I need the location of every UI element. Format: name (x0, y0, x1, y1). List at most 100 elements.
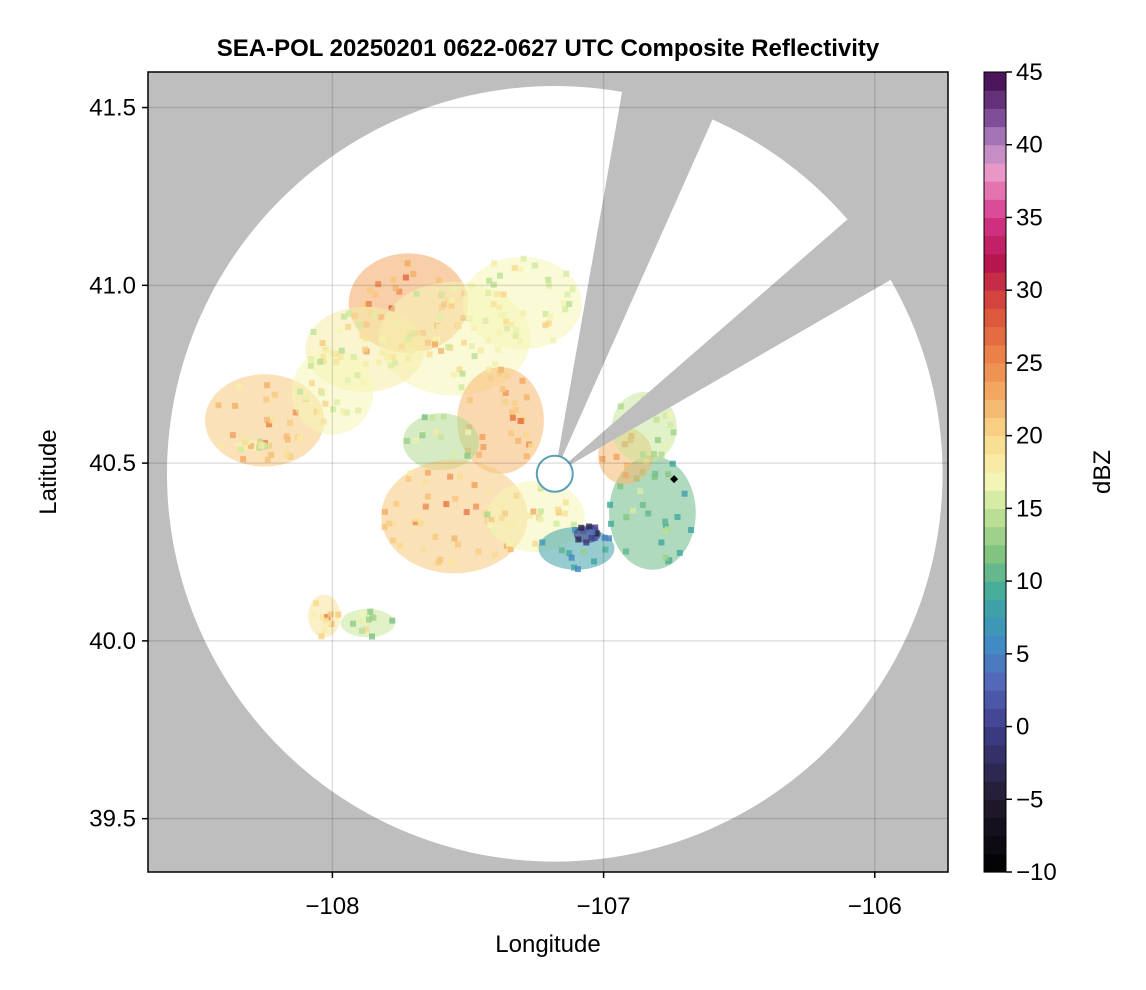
colorbar-band (984, 199, 1006, 219)
echo-pixel (359, 332, 366, 339)
echo-pixel (528, 443, 535, 450)
echo-pixel (545, 276, 552, 283)
echo-pixel (321, 626, 328, 633)
echo-pixel (530, 508, 537, 515)
colorbar-band (984, 781, 1006, 800)
echo-pixel (503, 318, 510, 325)
echo-pixel (338, 347, 345, 354)
echo-pixel (502, 390, 509, 396)
echo-pixel (268, 417, 275, 424)
echo-pixel (414, 350, 421, 357)
echo-pixel (589, 529, 596, 536)
echo-pixel (575, 536, 582, 543)
echo-pixel (264, 443, 271, 449)
echo-pixel (335, 611, 342, 618)
echo-pixel (237, 446, 244, 453)
echo-pixel (391, 359, 398, 366)
echo-pixel (537, 508, 544, 515)
echo-pixel (448, 297, 455, 304)
echo-pixel (623, 548, 629, 555)
echo-pixel (463, 509, 470, 516)
echo-pixel (320, 614, 327, 621)
echo-pixel (372, 291, 379, 298)
echo-pixel (527, 513, 534, 520)
echo-pixel (334, 399, 341, 406)
colorbar-band (984, 690, 1006, 709)
echo-pixel (653, 416, 660, 423)
colorbar-band (984, 362, 1006, 382)
echo-pixel (355, 407, 362, 414)
echo-pixel (571, 564, 578, 571)
echo-pixel (405, 476, 412, 482)
colorbar-band (984, 672, 1006, 691)
echo-pixel (465, 429, 472, 436)
echo-pixel (531, 262, 538, 269)
echo-pixel (568, 554, 575, 561)
echo-pixel (426, 351, 433, 358)
echo-pixel (562, 510, 569, 517)
echo-pixel (264, 416, 270, 423)
colorbar-tick-label: 10 (1016, 568, 1043, 595)
echo-pixel (608, 520, 614, 527)
echo-pixel (437, 314, 444, 321)
echo-pixel (451, 450, 457, 457)
y-axis-label: Latitude (35, 429, 62, 514)
echo-pixel (365, 301, 372, 307)
echo-pixel (486, 487, 493, 494)
echo-pixel (661, 527, 668, 534)
echo-pixel (520, 255, 527, 262)
echo-pixel (492, 360, 499, 367)
echo-pixel (652, 470, 659, 477)
echo-pixel (676, 549, 683, 556)
echo-pixel (440, 413, 447, 420)
colorbar-band (984, 90, 1006, 109)
echo-pixel (337, 354, 344, 360)
echo-pixel (511, 399, 518, 406)
echo-pixel (393, 500, 400, 507)
colorbar-tick-label: 0 (1016, 714, 1029, 741)
echo-pixel (302, 394, 309, 401)
echo-pixel (451, 371, 458, 378)
echo-pixel (666, 412, 673, 419)
echo-pixel (404, 438, 410, 444)
echo-pixel (645, 510, 652, 517)
echo-pixel (307, 362, 314, 369)
y-tick-label: 39.5 (89, 806, 136, 833)
echo-pixel (451, 285, 458, 292)
echo-pixel (558, 547, 565, 554)
echo-pixel (437, 556, 444, 563)
echo-pixel (579, 528, 586, 535)
echo-pixel (424, 469, 431, 476)
echo-pixel (553, 520, 560, 527)
echo-pixel (550, 337, 557, 344)
echo-pixel (519, 310, 526, 317)
echo-pixel (490, 528, 497, 535)
echo-pixel (362, 361, 369, 368)
colorbar-band (984, 726, 1006, 746)
echo-pixel (240, 456, 247, 463)
echo-pixel (658, 451, 665, 458)
echo-pixel (542, 311, 549, 317)
colorbar-band (984, 290, 1006, 309)
echo-pixel (376, 359, 383, 366)
echo-pixel (363, 626, 370, 633)
echo-pixel (583, 539, 590, 546)
echo-pixel (564, 291, 571, 298)
echo-pixel (421, 414, 428, 421)
echo-pixel (432, 341, 438, 348)
echo-pixel (471, 353, 478, 360)
colorbar-band (984, 435, 1006, 455)
echo-pixel (562, 306, 569, 313)
echo-pixel (402, 274, 409, 281)
echo-pixel (624, 462, 630, 469)
echo-pixel (601, 534, 608, 541)
y-tick-label: 40.5 (89, 450, 136, 477)
grid-lines (148, 72, 948, 872)
echo-pixel (264, 456, 271, 463)
echo-pixel (665, 471, 672, 478)
echo-pixel (456, 473, 463, 480)
echo-pixel (325, 620, 332, 627)
echo-pixel (518, 418, 525, 424)
echo-pixel (509, 409, 516, 416)
echo-pixel (630, 507, 636, 514)
